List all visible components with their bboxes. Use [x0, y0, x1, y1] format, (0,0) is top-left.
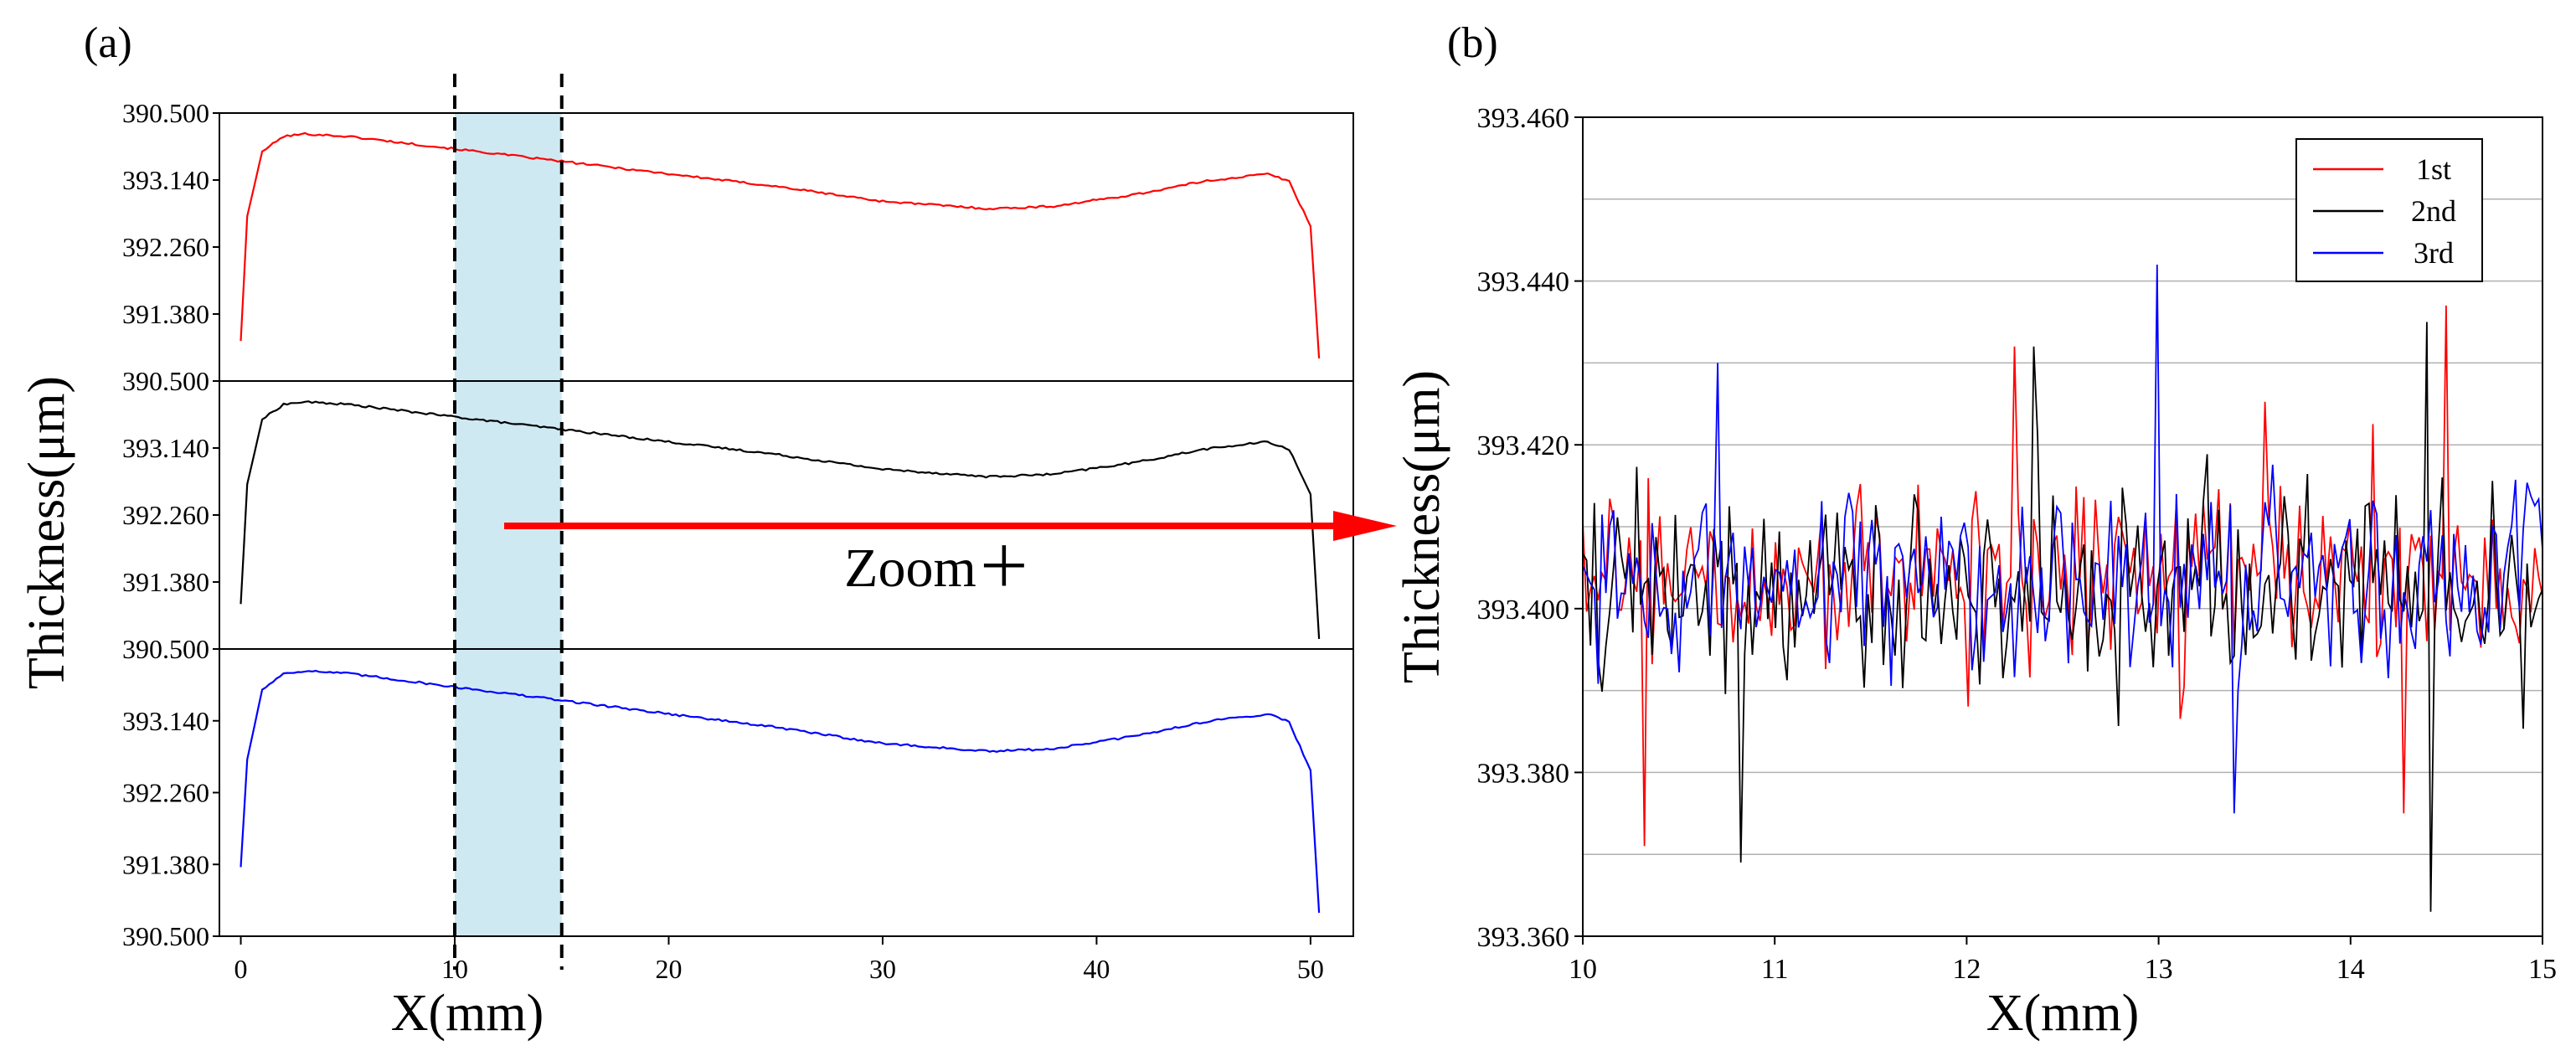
y-tick-label: 390.500 — [122, 366, 209, 396]
panel-a-label: (a) — [84, 19, 132, 67]
panel-a-y-label: Thickness(μm) — [18, 376, 75, 689]
panel-b-y-ticks: 393.360 393.380 393.400 393.420 393.440 393.4… — [1477, 103, 1583, 953]
series-line-2nd — [240, 400, 1321, 640]
x-tick-label: 50 — [1297, 954, 1324, 984]
series-line-1st — [240, 131, 1321, 359]
y-tick-label: 391.380 — [122, 299, 209, 329]
panel-a-x-ticks: 0 10 20 30 40 50 — [234, 936, 1324, 984]
x-tick-label: 15 — [2528, 954, 2557, 985]
panel-b-label: (b) — [1447, 19, 1498, 67]
y-tick-label: 393.140 — [122, 165, 209, 195]
y-tick-label: 393.360 — [1477, 922, 1570, 953]
y-tick-label: 392.260 — [122, 500, 209, 530]
y-tick-label: 393.140 — [122, 433, 209, 463]
panel-b: (b) 393.360393.380393.400393.420393.4403… — [1394, 19, 2557, 1042]
panel-b-x-label: X(mm) — [1986, 985, 2140, 1042]
y-tick-label: 390.500 — [122, 634, 209, 664]
highlight-boundaries — [453, 74, 564, 970]
y-tick-label: 393.420 — [1477, 430, 1570, 461]
x-tick-label: 10 — [1569, 954, 1597, 985]
panel-a-y-ticks: 390.500 393.140 392.260 391.380 390.500 393.1… — [122, 98, 219, 951]
series-line-3rd — [240, 669, 1321, 914]
x-tick-label: 14 — [2336, 954, 2365, 985]
y-tick-label: 391.380 — [122, 567, 209, 597]
panel-a-series — [240, 131, 1321, 914]
y-tick-label: 392.260 — [122, 778, 209, 808]
zoom-arrow-head — [1333, 511, 1397, 541]
y-tick-label: 390.500 — [122, 921, 209, 951]
x-tick-label: 30 — [869, 954, 896, 984]
panel-a: (a) 390.500393.140392.260391.380390.5003… — [18, 19, 1397, 1042]
series-line-3rd — [1582, 264, 2543, 814]
panel-b-y-label: Thickness(μm) — [1394, 370, 1450, 683]
panel-a-x-label: X(mm) — [391, 985, 544, 1042]
series-line-2nd — [1582, 322, 2543, 912]
y-tick-label: 393.440 — [1477, 267, 1570, 298]
legend-label-1st: 1st — [2416, 152, 2451, 186]
panel-b-x-ticks: 10 11 12 13 14 15 — [1569, 936, 2557, 985]
y-tick-label: 390.500 — [122, 98, 209, 128]
legend-label-2nd: 2nd — [2411, 194, 2456, 228]
y-tick-label: 393.140 — [122, 706, 209, 736]
x-tick-label: 12 — [1952, 954, 1981, 985]
panel-b-frame — [1582, 116, 2543, 937]
panel-b-series — [1582, 264, 2543, 912]
x-tick-label: 13 — [2145, 954, 2173, 985]
legend: 1st 2nd 3rd — [2295, 138, 2483, 282]
x-tick-label: 11 — [1761, 954, 1789, 985]
y-tick-label: 391.380 — [122, 849, 209, 879]
y-tick-label: 393.460 — [1477, 103, 1570, 134]
x-tick-label: 40 — [1083, 954, 1110, 984]
series-line-1st — [1582, 305, 2543, 847]
y-tick-label: 392.260 — [122, 232, 209, 262]
y-tick-label: 393.380 — [1477, 758, 1570, 789]
legend-label-3rd: 3rd — [2414, 236, 2454, 270]
zoom-annotation: Zoom＋ — [844, 538, 1032, 599]
x-tick-label: 0 — [234, 954, 248, 984]
y-tick-label: 393.400 — [1477, 595, 1570, 626]
panel-b-grid — [1583, 198, 2543, 855]
x-tick-label: 20 — [655, 954, 682, 984]
